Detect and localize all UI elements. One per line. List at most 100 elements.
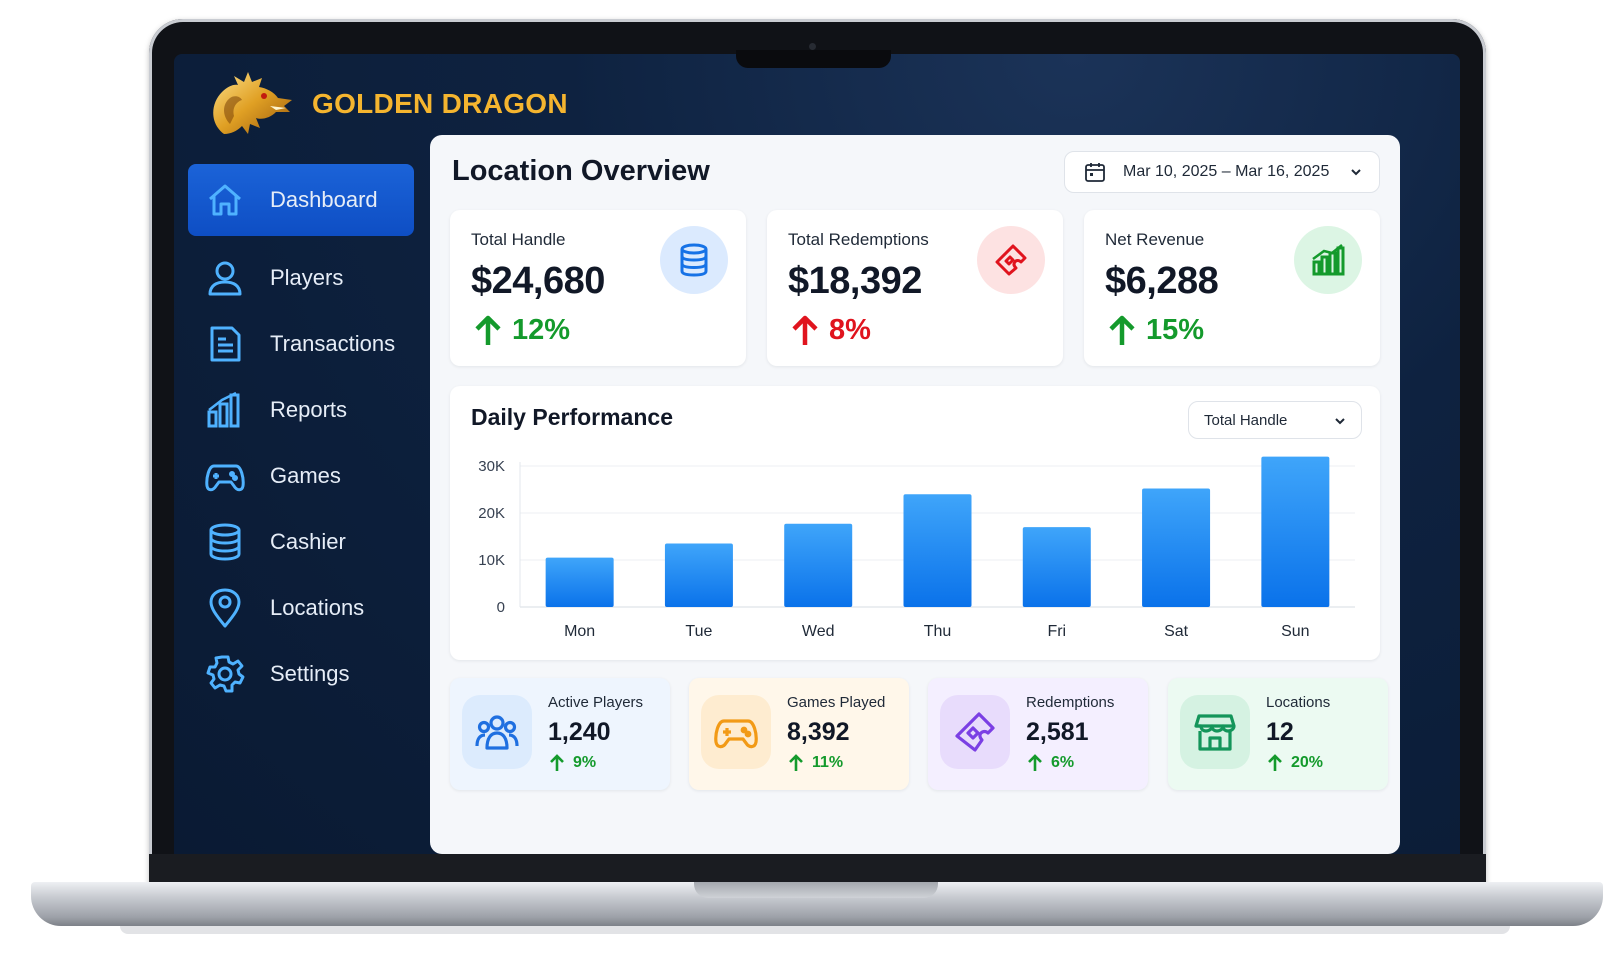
- bar-chart-icon: [1294, 226, 1362, 294]
- stat-label: Redemptions: [1026, 694, 1115, 711]
- sidebar: Dashboard Players Transactions Reports: [188, 164, 414, 704]
- y-tick-label: 20K: [478, 505, 505, 522]
- camera-lens: [809, 43, 816, 50]
- bar-sat[interactable]: [1142, 488, 1211, 607]
- chevron-down-icon: [1351, 169, 1361, 176]
- brand: GOLDEN DRAGON: [204, 68, 568, 140]
- stat-change: 6%: [1027, 754, 1074, 772]
- brand-name: GOLDEN DRAGON: [312, 88, 568, 119]
- stat-card-locations: Locations 12 20%: [1168, 678, 1388, 790]
- sidebar-item-settings[interactable]: Settings: [188, 638, 414, 710]
- gamepad-icon: [204, 455, 246, 497]
- stat-change-value: 9%: [573, 754, 597, 771]
- bar-fri[interactable]: [1022, 527, 1091, 607]
- map-pin-icon: [204, 587, 246, 629]
- user-icon: [204, 257, 246, 299]
- kpi-change-value: 12%: [512, 314, 571, 346]
- sidebar-item-dashboard[interactable]: Dashboard: [188, 164, 414, 236]
- sidebar-item-label: Players: [270, 265, 344, 290]
- laptop-bezel-bottom: [149, 854, 1486, 882]
- date-range-label: Mar 10, 2025 – Mar 16, 2025: [1123, 163, 1330, 180]
- bar-wed[interactable]: [784, 523, 853, 607]
- stat-change-value: 11%: [812, 754, 844, 771]
- store-icon: [1180, 695, 1250, 769]
- bar-sun[interactable]: [1261, 456, 1330, 607]
- stat-value: 1,240: [548, 718, 611, 746]
- calendar-icon: [1085, 163, 1105, 182]
- stat-label: Locations: [1266, 694, 1331, 711]
- sidebar-item-label: Games: [270, 463, 341, 488]
- x-tick-label: Sat: [1164, 623, 1189, 640]
- sidebar-item-label: Reports: [270, 397, 348, 422]
- sidebar-item-label: Dashboard: [270, 187, 378, 212]
- coins-stack-icon: [204, 521, 246, 563]
- main-panel: Location Overview Mar 10, 2025 – Mar 16,…: [430, 135, 1400, 854]
- y-tick-label: 10K: [478, 552, 505, 569]
- x-tick-label: Fri: [1047, 623, 1066, 640]
- gear-icon: [204, 653, 246, 695]
- arrow-up-icon: [1028, 754, 1042, 771]
- sidebar-item-players[interactable]: Players: [188, 242, 414, 314]
- kpi-change: 15%: [1108, 314, 1204, 347]
- bar-thu[interactable]: [903, 494, 972, 607]
- kpi-change-value: 15%: [1146, 314, 1205, 346]
- metric-select[interactable]: Total Handle: [1188, 401, 1362, 439]
- home-icon: [204, 179, 246, 221]
- sidebar-item-reports[interactable]: Reports: [188, 374, 414, 446]
- sidebar-item-transactions[interactable]: Transactions: [188, 308, 414, 380]
- arrow-up-icon: [1109, 315, 1135, 345]
- stat-change: 20%: [1267, 754, 1323, 772]
- stat-value: 12: [1266, 718, 1294, 746]
- y-tick-label: 0: [497, 599, 505, 616]
- coins-stack-icon: [660, 226, 728, 294]
- kpi-change: 8%: [791, 314, 871, 347]
- kpi-card-net-revenue: Net Revenue $6,288 15%: [1084, 210, 1380, 366]
- stat-change: 9%: [549, 754, 596, 772]
- sidebar-item-cashier[interactable]: Cashier: [188, 506, 414, 578]
- bar-tue[interactable]: [664, 543, 733, 607]
- stat-label: Games Played: [787, 694, 886, 711]
- kpi-card-total-redemptions: Total Redemptions $18,392 8%: [767, 210, 1063, 366]
- kpi-label: Total Handle: [471, 230, 566, 249]
- kpi-label: Total Redemptions: [788, 230, 929, 249]
- kpi-value: $6,288: [1105, 260, 1219, 302]
- x-tick-label: Thu: [924, 623, 952, 640]
- x-tick-label: Wed: [802, 623, 835, 640]
- bar-mon[interactable]: [545, 557, 614, 607]
- stat-change: 11%: [788, 754, 843, 772]
- stat-card-games-played: Games Played 8,392 11%: [689, 678, 909, 790]
- kpi-label: Net Revenue: [1105, 230, 1205, 249]
- stat-label: Active Players: [548, 694, 644, 711]
- daily-performance-card: Daily Performance Total Handle 0 10K 20K 30…: [450, 386, 1380, 660]
- stat-value: 8,392: [787, 718, 850, 746]
- gamepad-icon: [701, 695, 771, 769]
- dragon-logo-icon: [213, 72, 292, 134]
- date-range-picker[interactable]: Mar 10, 2025 – Mar 16, 2025: [1064, 151, 1380, 193]
- screen: GOLDEN DRAGON Dashboard Players Transact…: [174, 54, 1460, 854]
- sidebar-item-label: Transactions: [270, 331, 396, 356]
- sidebar-item-games[interactable]: Games: [188, 440, 414, 512]
- arrow-up-icon: [550, 754, 564, 771]
- kpi-value: $18,392: [788, 260, 922, 302]
- sidebar-item-label: Cashier: [270, 529, 346, 554]
- sidebar-item-label: Settings: [270, 661, 350, 686]
- kpi-change-value: 8%: [829, 314, 871, 346]
- chart-title: Daily Performance: [471, 404, 673, 430]
- users-icon: [462, 695, 532, 769]
- kpi-change: 12%: [474, 314, 570, 347]
- arrow-up-icon: [792, 315, 818, 345]
- laptop-opening-groove: [694, 882, 938, 898]
- y-tick-label: 30K: [478, 458, 505, 475]
- document-icon: [204, 323, 246, 365]
- kpi-card-total-handle: Total Handle $24,680 12%: [450, 210, 746, 366]
- metric-select-value: Total Handle: [1204, 411, 1288, 429]
- stat-card-active-players: Active Players 1,240 9%: [450, 678, 670, 790]
- sidebar-item-label: Locations: [270, 595, 365, 620]
- bar-chart: 0 10K 20K 30K Mon Tue Wed Thu Fri Sat Sun: [478, 456, 1355, 640]
- kpi-value: $24,680: [471, 260, 605, 302]
- stat-change-value: 20%: [1291, 754, 1324, 771]
- arrow-up-icon: [1268, 754, 1282, 771]
- laptop-shadow: [120, 926, 1510, 934]
- sidebar-item-locations[interactable]: Locations: [188, 572, 414, 644]
- stat-value: 2,581: [1026, 718, 1089, 746]
